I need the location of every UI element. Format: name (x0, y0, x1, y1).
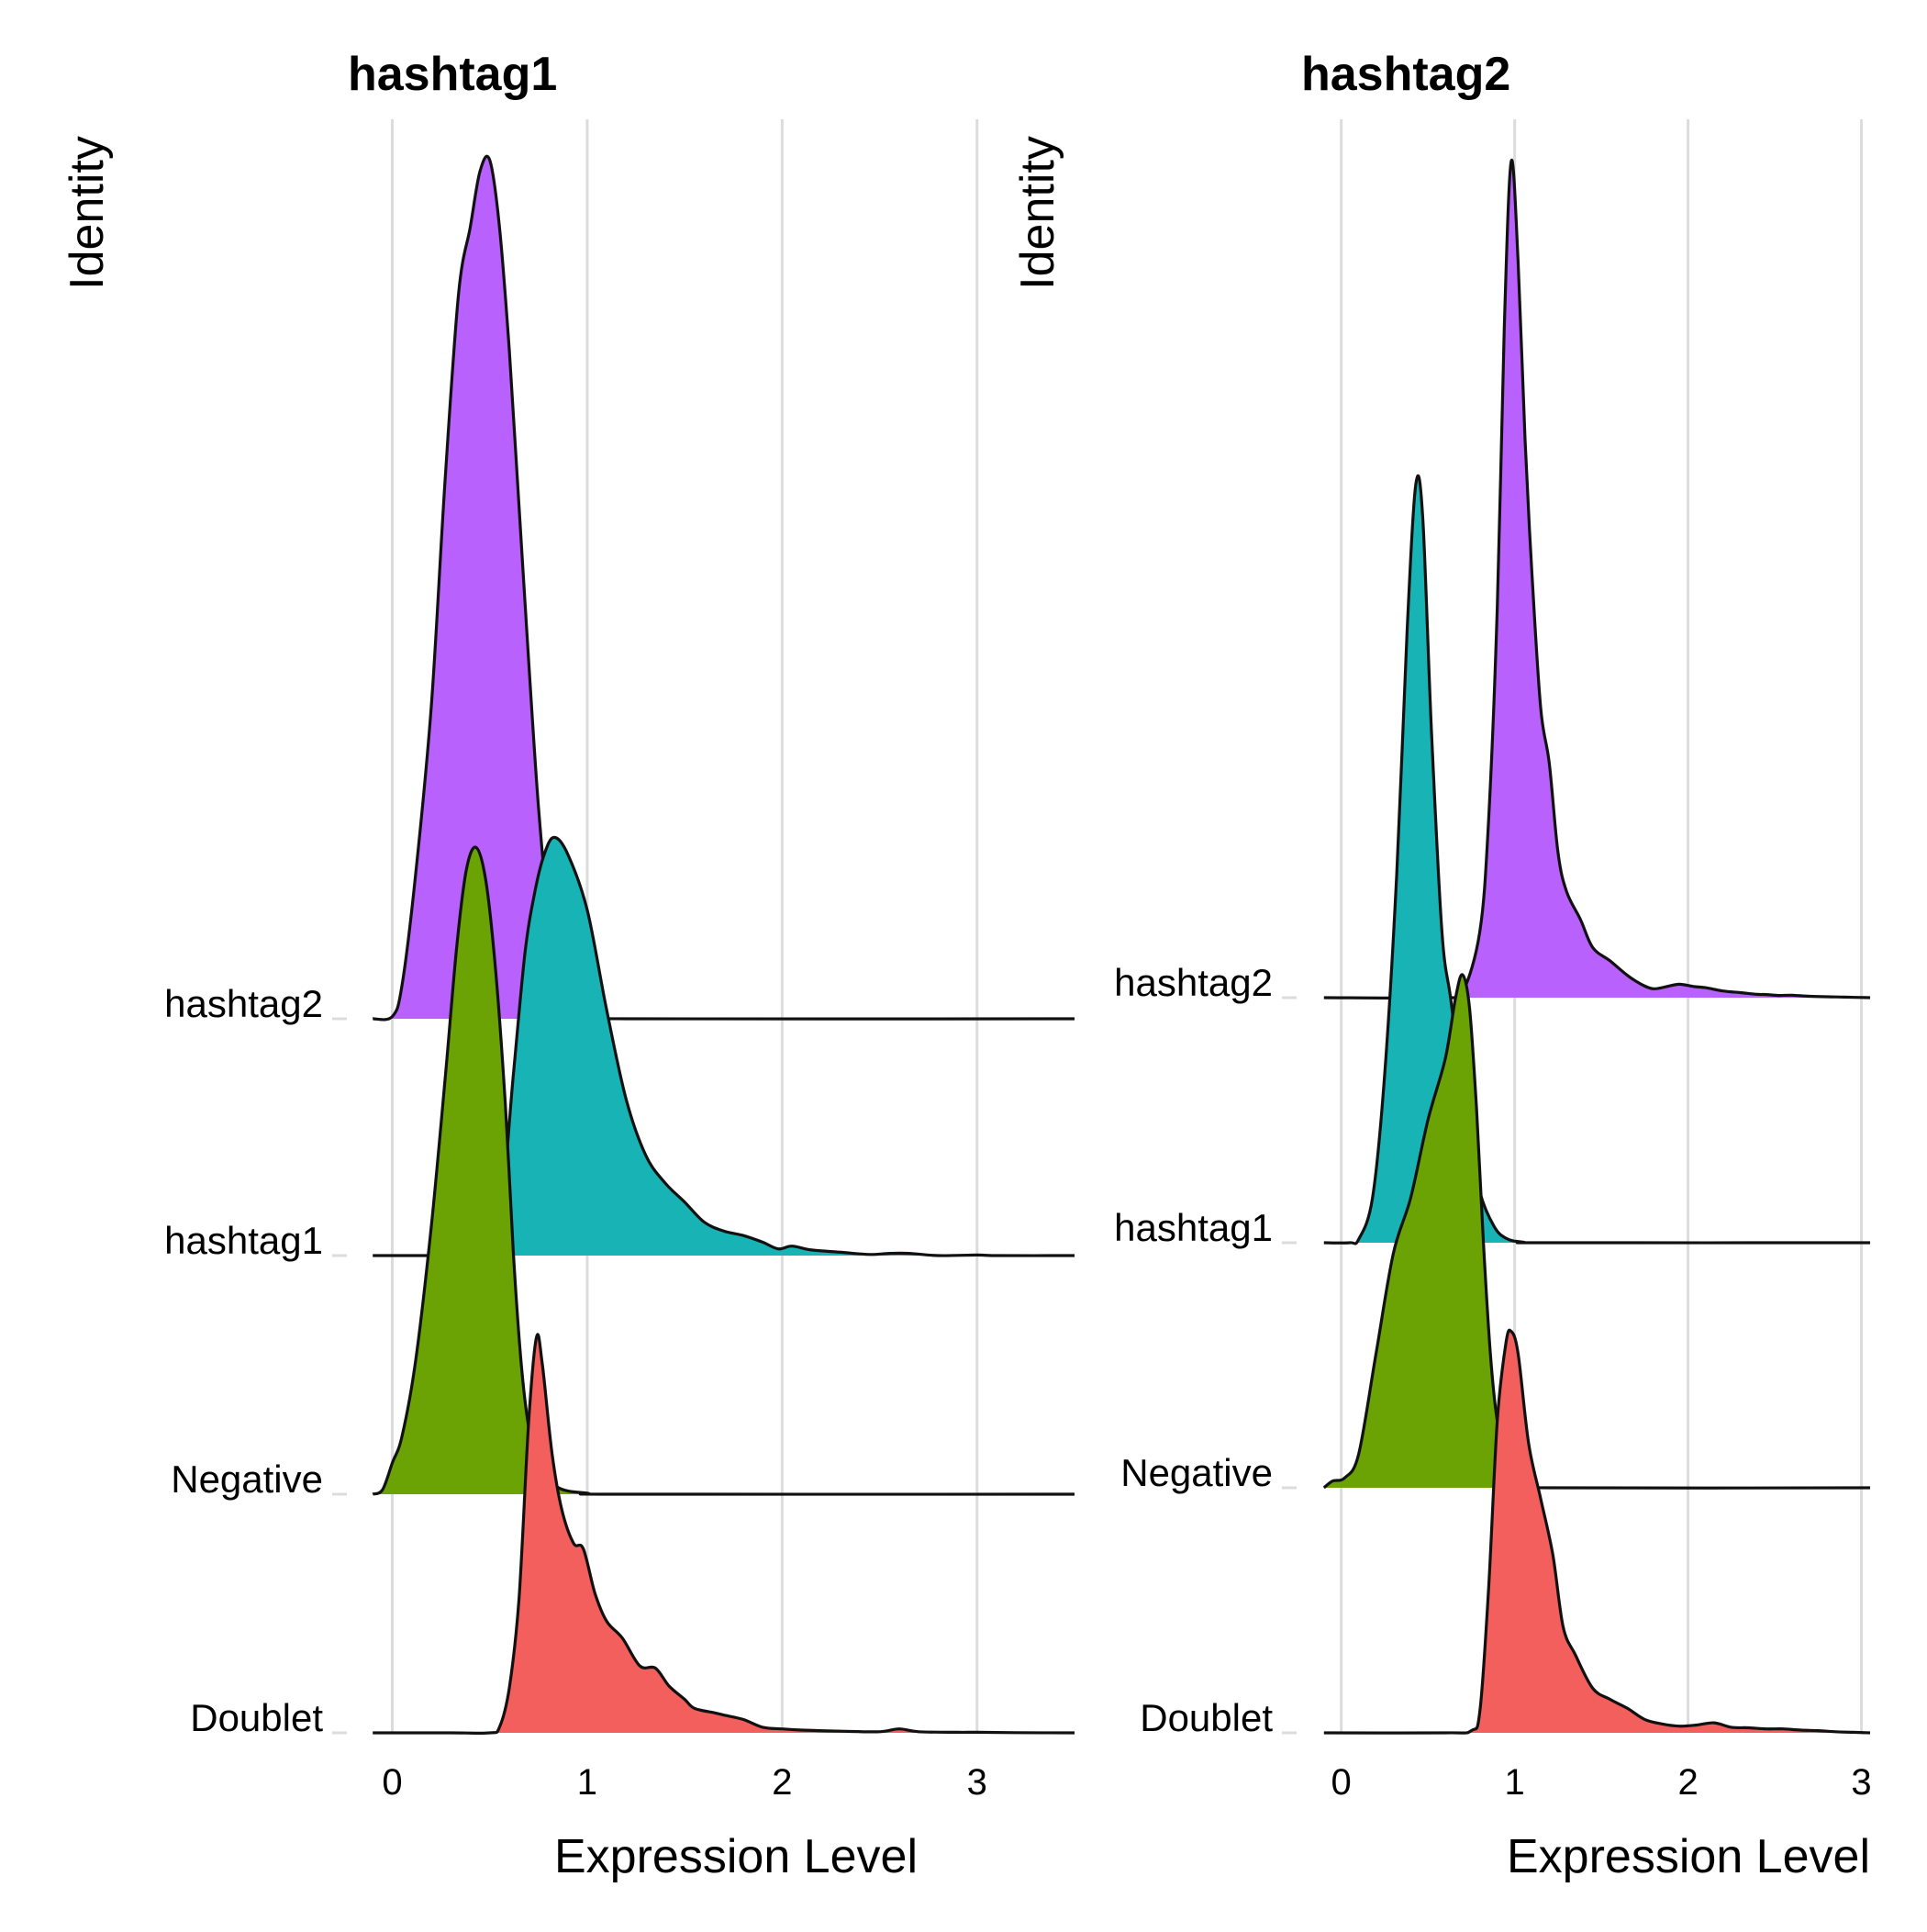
x-tick-label: 1 (1505, 1762, 1525, 1803)
x-tick-labels: 0 1 2 3 (382, 1762, 987, 1803)
ridge-outline-Doublet (1323, 1328, 1871, 1735)
category-label: Negative (171, 1457, 323, 1501)
density-ridges (1322, 158, 1871, 1735)
ridge-fill-Doublet (373, 1334, 1075, 1734)
ridge-hashtag1 (1323, 474, 1871, 1245)
category-label: Negative (1120, 1451, 1273, 1494)
ridge-outline-Doublet (373, 1333, 1075, 1736)
category-label: Doublet (1140, 1696, 1273, 1739)
panel-hashtag1: Doublet Negative hashtag1 hashtag2 0 1 2 3 has… (61, 48, 1075, 1883)
x-tick-label: 3 (1851, 1762, 1871, 1803)
ridge-hashtag2 (1323, 158, 1871, 1000)
category-labels: Doublet Negative hashtag1 hashtag2 (164, 982, 347, 1739)
density-ridges (372, 154, 1075, 1736)
ridge-fill-hashtag1 (1323, 475, 1870, 1245)
x-axis-title: Expression Level (554, 1830, 918, 1883)
x-tick-label: 2 (1677, 1762, 1698, 1803)
x-tick-label: 0 (382, 1762, 402, 1803)
category-label: hashtag1 (1114, 1206, 1273, 1249)
ridge-outline-hashtag2 (1323, 158, 1871, 1000)
category-label: Doublet (190, 1696, 323, 1739)
ridge-outline-hashtag1 (373, 835, 1075, 1258)
x-tick-label: 3 (967, 1762, 987, 1803)
panel-title: hashtag1 (348, 48, 557, 101)
ridge-fill-Negative (373, 847, 1075, 1495)
x-tick-labels: 0 1 2 3 (1331, 1762, 1872, 1803)
category-label: hashtag2 (1114, 961, 1273, 1004)
ridge-Doublet (373, 1333, 1075, 1736)
x-tick-label: 1 (577, 1762, 597, 1803)
category-label: hashtag2 (164, 982, 323, 1025)
ridge-fill-hashtag2 (373, 156, 1075, 1020)
x-tick-label: 0 (1331, 1762, 1352, 1803)
x-tick-label: 2 (772, 1762, 792, 1803)
ridge-fill-hashtag1 (373, 837, 1075, 1256)
ridge-outline-hashtag1 (1323, 474, 1871, 1245)
ridge-Negative (372, 845, 1075, 1496)
ridge-outline-Negative (372, 845, 1075, 1496)
category-label: hashtag1 (164, 1219, 323, 1262)
ridge-hashtag1 (373, 835, 1075, 1258)
x-axis-title: Expression Level (1507, 1830, 1870, 1883)
y-axis-title: Identity (61, 136, 114, 290)
panel-title: hashtag2 (1301, 48, 1510, 101)
ridge-fill-Negative (1323, 974, 1870, 1489)
y-axis-title: Identity (1011, 136, 1064, 290)
category-labels: Doublet Negative hashtag1 hashtag2 (1114, 961, 1297, 1739)
panel-hashtag2: Doublet Negative hashtag1 hashtag2 0 1 2 3 has… (1011, 48, 1872, 1883)
ridge-Doublet (1323, 1328, 1871, 1735)
